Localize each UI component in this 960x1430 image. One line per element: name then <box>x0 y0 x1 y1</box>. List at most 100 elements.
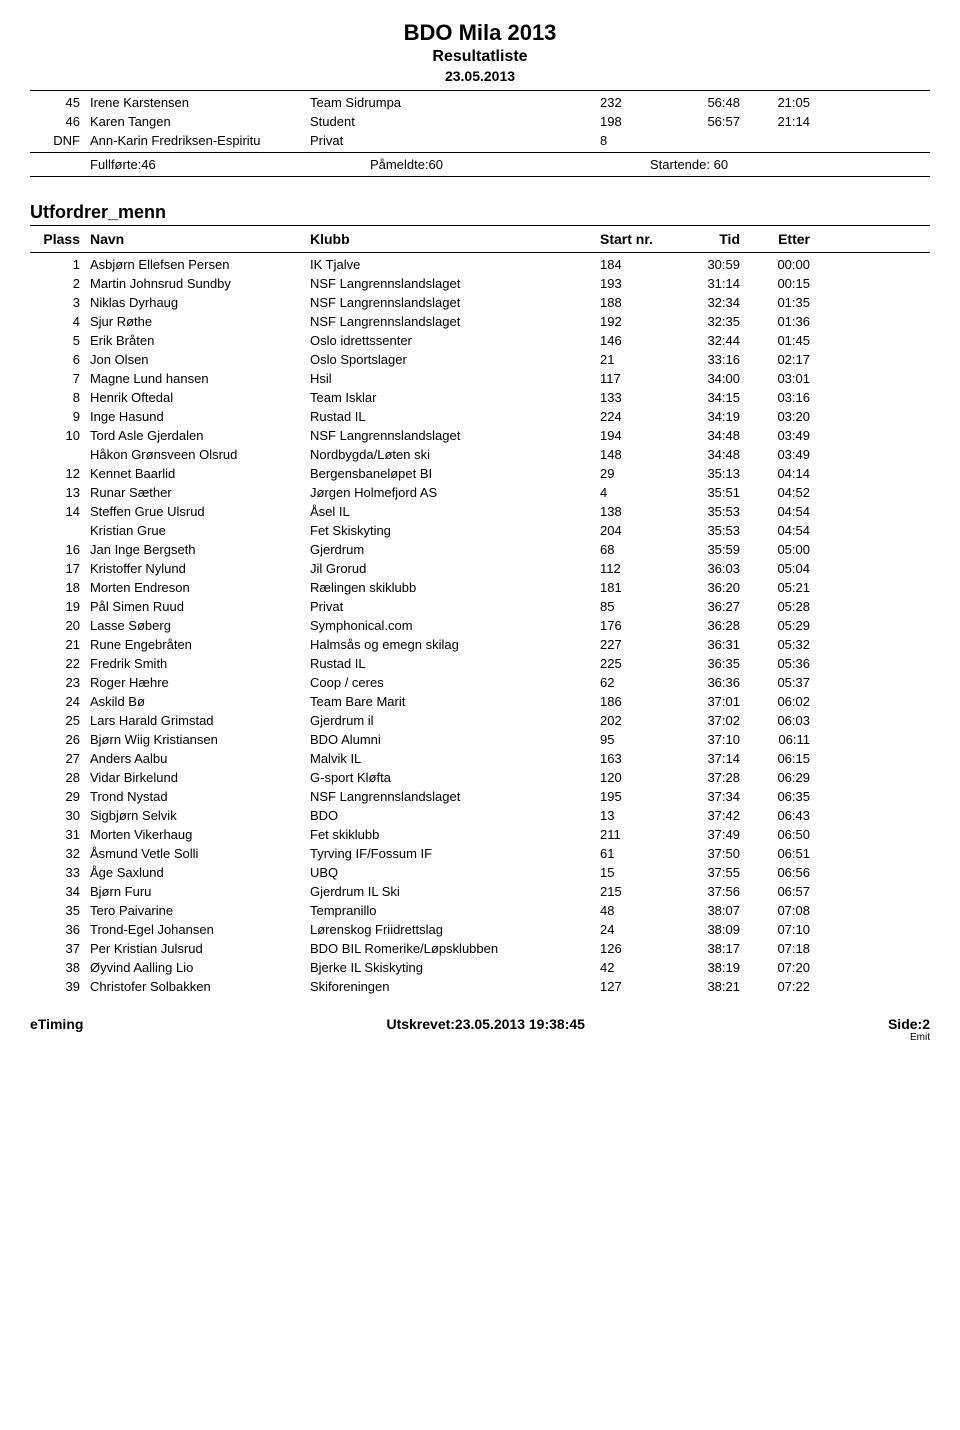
cell-klubb: Gjerdrum il <box>310 713 600 728</box>
cell-start: 68 <box>600 542 660 557</box>
cell-etter: 06:02 <box>740 694 810 709</box>
footer-right: Side:2 <box>888 1016 930 1032</box>
cell-navn: Henrik Oftedal <box>90 390 310 405</box>
cell-tid: 36:36 <box>660 675 740 690</box>
cell-plass: 37 <box>30 941 90 956</box>
footer-left: eTiming <box>30 1016 83 1032</box>
summary-fullforte: Fullførte:46 <box>30 157 370 172</box>
cell-klubb: Oslo idrettssenter <box>310 333 600 348</box>
cell-etter: 05:37 <box>740 675 810 690</box>
cell-navn: Bjørn Wiig Kristiansen <box>90 732 310 747</box>
cell-plass <box>30 447 90 462</box>
cell-etter: 21:05 <box>740 95 810 110</box>
cell-navn: Tord Asle Gjerdalen <box>90 428 310 443</box>
cell-navn: Runar Sæther <box>90 485 310 500</box>
cell-start: 48 <box>600 903 660 918</box>
cell-tid: 37:34 <box>660 789 740 804</box>
cell-start: 117 <box>600 371 660 386</box>
cell-start: 133 <box>600 390 660 405</box>
cell-start: 42 <box>600 960 660 975</box>
cell-plass: 33 <box>30 865 90 880</box>
divider <box>30 90 930 91</box>
cell-klubb: NSF Langrennslandslaget <box>310 789 600 804</box>
table-row: 5Erik BråtenOslo idrettssenter14632:4401… <box>30 331 930 350</box>
cell-navn: Roger Hæhre <box>90 675 310 690</box>
cell-etter: 06:43 <box>740 808 810 823</box>
cell-klubb: Privat <box>310 133 600 148</box>
cell-klubb: Bjerke IL Skiskyting <box>310 960 600 975</box>
cell-klubb: Team Isklar <box>310 390 600 405</box>
cell-etter: 01:36 <box>740 314 810 329</box>
cell-plass: 26 <box>30 732 90 747</box>
cell-navn: Jon Olsen <box>90 352 310 367</box>
cell-navn: Lasse Søberg <box>90 618 310 633</box>
divider <box>30 152 930 153</box>
cell-plass: 46 <box>30 114 90 129</box>
previous-results-continuation: 45Irene KarstensenTeam Sidrumpa23256:482… <box>30 93 930 150</box>
table-row: 46Karen TangenStudent19856:5721:14 <box>30 112 930 131</box>
cell-plass: 28 <box>30 770 90 785</box>
cell-etter: 03:20 <box>740 409 810 424</box>
divider <box>30 176 930 177</box>
cell-klubb: Coop / ceres <box>310 675 600 690</box>
cell-klubb: Oslo Sportslager <box>310 352 600 367</box>
cell-plass: 39 <box>30 979 90 994</box>
cell-plass: 24 <box>30 694 90 709</box>
cell-plass: 27 <box>30 751 90 766</box>
cell-klubb: Skiforeningen <box>310 979 600 994</box>
cell-plass: 9 <box>30 409 90 424</box>
cell-tid: 38:21 <box>660 979 740 994</box>
cell-klubb: Rælingen skiklubb <box>310 580 600 595</box>
cell-navn: Magne Lund hansen <box>90 371 310 386</box>
cell-klubb: NSF Langrennslandslaget <box>310 428 600 443</box>
cell-navn: Kennet Baarlid <box>90 466 310 481</box>
cell-tid: 32:44 <box>660 333 740 348</box>
cell-etter: 05:00 <box>740 542 810 557</box>
cell-start: 8 <box>600 133 660 148</box>
cell-navn: Irene Karstensen <box>90 95 310 110</box>
table-row: 38Øyvind Aalling LioBjerke IL Skiskyting… <box>30 958 930 977</box>
cell-tid <box>660 133 740 148</box>
cell-start: 186 <box>600 694 660 709</box>
table-row: Kristian GrueFet Skiskyting20435:5304:54 <box>30 521 930 540</box>
table-row: 7Magne Lund hansenHsil11734:0003:01 <box>30 369 930 388</box>
cell-plass: 4 <box>30 314 90 329</box>
cell-start: 127 <box>600 979 660 994</box>
cell-navn: Bjørn Furu <box>90 884 310 899</box>
cell-tid: 37:42 <box>660 808 740 823</box>
cell-plass: 7 <box>30 371 90 386</box>
cell-klubb: Gjerdrum <box>310 542 600 557</box>
cell-etter: 07:18 <box>740 941 810 956</box>
cell-plass: 10 <box>30 428 90 443</box>
footer-emit: Emit <box>30 1032 930 1043</box>
cell-klubb: Fet Skiskyting <box>310 523 600 538</box>
cell-tid: 36:03 <box>660 561 740 576</box>
table-row: 2Martin Johnsrud SundbyNSF Langrennsland… <box>30 274 930 293</box>
cell-start: 120 <box>600 770 660 785</box>
cell-start: 95 <box>600 732 660 747</box>
cell-tid: 38:09 <box>660 922 740 937</box>
cell-klubb: UBQ <box>310 865 600 880</box>
table-row: 9Inge HasundRustad IL22434:1903:20 <box>30 407 930 426</box>
cell-start: 21 <box>600 352 660 367</box>
cell-klubb: Halmsås og emegn skilag <box>310 637 600 652</box>
cell-navn: Asbjørn Ellefsen Persen <box>90 257 310 272</box>
table-row: 31Morten VikerhaugFet skiklubb21137:4906… <box>30 825 930 844</box>
cell-navn: Sigbjørn Selvik <box>90 808 310 823</box>
cell-klubb: Hsil <box>310 371 600 386</box>
cell-klubb: Rustad IL <box>310 656 600 671</box>
cell-klubb: Rustad IL <box>310 409 600 424</box>
table-row: 8Henrik OftedalTeam Isklar13334:1503:16 <box>30 388 930 407</box>
cell-navn: Sjur Røthe <box>90 314 310 329</box>
footer-center: Utskrevet:23.05.2013 19:38:45 <box>386 1016 584 1032</box>
table-row: 37Per Kristian JulsrudBDO BIL Romerike/L… <box>30 939 930 958</box>
cell-tid: 37:10 <box>660 732 740 747</box>
table-row: 16Jan Inge BergsethGjerdrum6835:5905:00 <box>30 540 930 559</box>
table-row: 20Lasse SøbergSymphonical.com17636:2805:… <box>30 616 930 635</box>
cell-plass: 6 <box>30 352 90 367</box>
cell-start: 195 <box>600 789 660 804</box>
cell-etter: 01:45 <box>740 333 810 348</box>
cell-start: 138 <box>600 504 660 519</box>
divider <box>30 225 930 226</box>
cell-tid: 35:51 <box>660 485 740 500</box>
